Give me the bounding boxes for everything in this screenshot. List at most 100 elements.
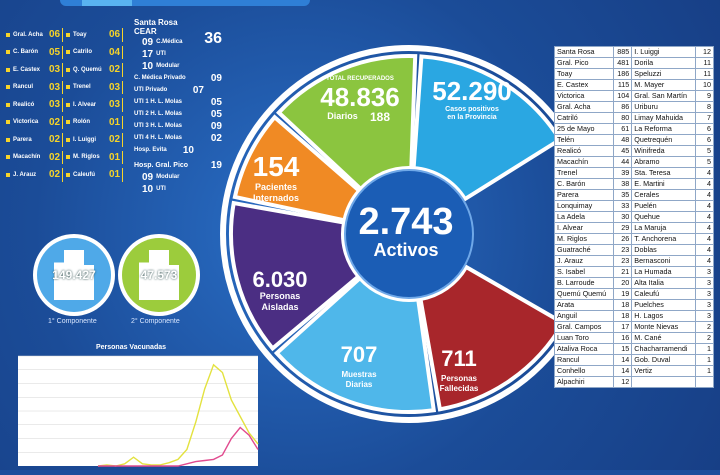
locality-name: La Reforma xyxy=(631,123,696,135)
locality-count: 481 xyxy=(613,57,633,69)
recuperados-segment xyxy=(275,54,418,192)
locality-name: Telén xyxy=(553,134,615,146)
table-row: I. Alvear 29 La Maruja 4 xyxy=(553,222,714,234)
divider xyxy=(62,168,63,182)
divider xyxy=(62,133,63,147)
locality-name: Catriló xyxy=(553,112,615,124)
locality-count: 6 xyxy=(695,134,714,146)
locality-name: Arata xyxy=(553,299,615,311)
locality-name: B. Larroude xyxy=(553,277,615,289)
locality-count: 4 xyxy=(695,244,714,256)
table-row: Victorica 104 Gral. San Martín 9 xyxy=(553,90,714,102)
hlm-row: UTI 1 H. L. Molas 05 xyxy=(134,96,222,108)
second-component-pie: 47.573 xyxy=(118,234,200,316)
locality-name: Luan Toro xyxy=(553,332,615,344)
locality-name: Anguil xyxy=(553,310,615,322)
locality-name: I. Luiggi xyxy=(631,46,696,58)
fallecidas-label2: Fallecidas xyxy=(439,384,479,393)
table-row: Toay 186 Speluzzi 11 xyxy=(553,68,714,80)
locality-name: La Humada xyxy=(631,266,696,278)
stats-wheel xyxy=(220,45,598,423)
divider xyxy=(122,168,123,182)
hlm-value: 02 xyxy=(210,132,222,144)
uti-privado-value: 07 xyxy=(192,84,204,96)
positivos-value: 52.290 xyxy=(432,76,512,106)
locality-name: Victorica xyxy=(13,119,39,126)
locality-value: 05 xyxy=(49,46,61,58)
bullet-icon xyxy=(6,85,10,90)
locality-count: 1 xyxy=(695,354,714,366)
uti-privado-row: UTI Privado 07 xyxy=(134,84,204,96)
hospital-count: 09 xyxy=(142,36,154,48)
locality-count xyxy=(695,376,714,388)
locality-name: T. Anchorena xyxy=(631,233,696,245)
gral-pico-value: 19 xyxy=(210,159,222,171)
table-row: Guatraché 23 Doblas 4 xyxy=(553,244,714,256)
locality-name: Quehue xyxy=(631,211,696,223)
locality-name: Trenel xyxy=(553,167,615,179)
locality-count: 45 xyxy=(613,145,633,157)
locality-count: 4 xyxy=(695,167,714,179)
bullet-icon xyxy=(6,32,10,37)
aisladas-value: 6.030 xyxy=(252,267,308,292)
locality-name: Ataliva Roca xyxy=(553,343,615,355)
locality-name: Realicó xyxy=(13,101,35,108)
locality-name: Parera xyxy=(553,189,615,201)
hospital-count: 17 xyxy=(142,48,154,60)
locality-name: Speluzzi xyxy=(631,68,696,80)
locality-name: Puelén xyxy=(631,200,696,212)
divider xyxy=(122,150,123,164)
bullet-icon xyxy=(66,155,70,160)
divider xyxy=(122,98,123,112)
divider xyxy=(62,115,63,129)
bullet-icon xyxy=(66,32,70,37)
locality-count: 10 xyxy=(695,79,714,91)
second-component-label: 2° Componente xyxy=(131,318,180,325)
locality-count: 1 xyxy=(695,365,714,377)
locality-count: 61 xyxy=(613,123,633,135)
locality-name: M. Cané xyxy=(631,332,696,344)
aisladas-label2: Aisladas xyxy=(261,302,299,312)
locality-name: Macachín xyxy=(13,154,41,161)
locality-count: 104 xyxy=(613,90,633,102)
c-medica-privado-label: C. Médica Privado xyxy=(134,75,186,81)
locality-count: 8 xyxy=(695,101,714,113)
locality-row: C. Barón 05 xyxy=(6,44,130,62)
locality-name: Dorila xyxy=(631,57,696,69)
locality-count: 11 xyxy=(695,68,714,80)
bullet-icon xyxy=(66,67,70,72)
locality-value: 04 xyxy=(109,46,121,58)
first-component-pie: 149.427 xyxy=(33,234,115,316)
locality-name: Rancul xyxy=(13,84,34,91)
header-tab-accent xyxy=(82,0,132,6)
table-row: Quemú Quemú 19 Caleufú 3 xyxy=(553,288,714,300)
locality-count: 2 xyxy=(695,321,714,333)
bullet-icon xyxy=(66,102,70,107)
divider xyxy=(122,28,123,42)
locality-count: 4 xyxy=(695,178,714,190)
locality-name: Abramo xyxy=(631,156,696,168)
divider xyxy=(122,45,123,59)
locality-name: Conhello xyxy=(553,365,615,377)
activos-value: 2.743 xyxy=(358,201,454,243)
hospital-count: 09 xyxy=(142,171,154,183)
divider xyxy=(122,133,123,147)
locality-count: 35 xyxy=(613,189,633,201)
locality-name: Alta Italia xyxy=(631,277,696,289)
locality-count: 12 xyxy=(695,46,714,58)
second-component-value: 47.573 xyxy=(140,268,178,282)
locality-value: 02 xyxy=(49,169,61,181)
table-row: Parera 35 Cerales 4 xyxy=(553,189,714,201)
internados-label1: Pacientes xyxy=(254,182,298,192)
locality-name: Gob. Duval xyxy=(631,354,696,366)
locality-count: 23 xyxy=(613,244,633,256)
locality-name: Gral. Pico xyxy=(553,57,615,69)
locality-name: Gral. San Martín xyxy=(631,90,696,102)
divider xyxy=(122,80,123,94)
locality-count: 33 xyxy=(613,200,633,212)
locality-row: I. Alvear 03 xyxy=(66,96,130,114)
locality-name: 25 de Mayo xyxy=(553,123,615,135)
locality-name: C. Barón xyxy=(13,49,39,56)
locality-row: Parera 02 xyxy=(6,131,130,149)
table-row: Gral. Acha 86 Uriburu 8 xyxy=(553,101,714,113)
